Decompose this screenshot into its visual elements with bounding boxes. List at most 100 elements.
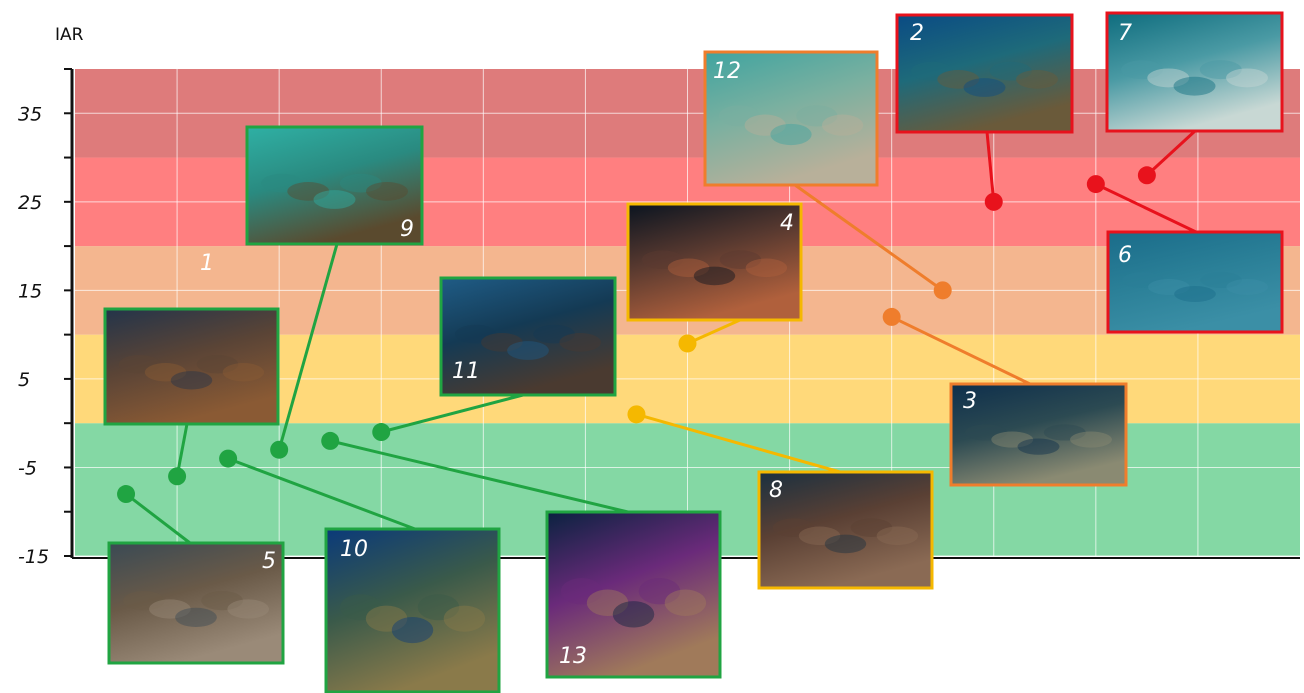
photo-texture [454, 324, 497, 344]
photo-12: 12 [703, 50, 879, 187]
photo-number-6: 6 [1118, 243, 1132, 268]
photo-texture [1226, 279, 1269, 295]
photo-4: 4 [626, 202, 803, 322]
photo-texture [144, 363, 187, 382]
leader-line-4 [686, 318, 741, 345]
photo-texture [1226, 68, 1268, 88]
photo-texture [533, 324, 575, 344]
photo-image-7 [1105, 11, 1284, 133]
photo-number-4: 4 [780, 211, 794, 236]
photo-6: 6 [1106, 230, 1284, 334]
photo-number-5: 5 [262, 549, 276, 574]
photo-number-8: 8 [769, 478, 783, 503]
leader-line-5 [125, 492, 191, 545]
y-tick-label: 15 [18, 280, 42, 302]
photo-texture [559, 332, 602, 352]
photo-texture [1121, 272, 1164, 288]
photo-texture [796, 105, 838, 127]
photo-3: 3 [949, 382, 1128, 487]
photo-image-9 [245, 125, 424, 246]
photo-texture [170, 371, 213, 390]
leader-lines [125, 129, 1197, 545]
photo-texture [201, 591, 243, 611]
photo-texture [798, 526, 841, 546]
point-9 [270, 440, 289, 459]
photo-texture [1070, 431, 1112, 448]
photo-texture [149, 599, 191, 619]
photo-texture [745, 258, 788, 278]
photo-texture [1121, 60, 1163, 80]
photo-image-10 [324, 527, 501, 693]
y-tick-label: 5 [18, 369, 30, 391]
photo-texture [963, 78, 1006, 97]
photo-texture [507, 341, 549, 360]
y-tick-label: -15 [18, 546, 49, 568]
photo-texture [641, 250, 684, 269]
photo-texture [693, 266, 736, 286]
photo-texture [1200, 272, 1242, 288]
photo-image-12 [703, 50, 879, 187]
photo-image-5 [107, 541, 285, 665]
photo-texture [175, 607, 217, 628]
photo-texture [1174, 286, 1216, 302]
photo-number-13: 13 [559, 644, 587, 669]
photo-texture [667, 258, 710, 278]
photo-texture [118, 355, 161, 374]
photo-texture [391, 617, 434, 644]
photo-texture [339, 594, 382, 621]
photo-number-9: 9 [400, 217, 414, 242]
photo-texture [1173, 76, 1216, 96]
photo-11: 11 [439, 276, 617, 397]
photo-texture [481, 332, 523, 352]
photo-texture [313, 190, 356, 209]
photo-texture [965, 424, 1007, 441]
photo-texture [719, 250, 762, 269]
photo-texture [772, 518, 815, 537]
leader-line-7 [1145, 129, 1197, 177]
photo-texture [227, 599, 270, 619]
point-5 [117, 485, 136, 504]
photo-8: 8 [757, 470, 934, 590]
data-points [117, 166, 1156, 504]
photo-texture [560, 578, 603, 605]
photo-texture [718, 105, 761, 127]
photo-9: 9 [245, 125, 424, 246]
photo-10: 10 [324, 527, 501, 693]
photo-texture [586, 589, 629, 616]
leader-line-3 [891, 315, 1031, 386]
photo-2: 2 [895, 13, 1074, 134]
photo-texture [443, 605, 486, 632]
photo-texture [417, 594, 460, 621]
photo-image-1 [103, 307, 280, 426]
photo-texture [122, 591, 165, 611]
photo-texture [1147, 68, 1190, 88]
point-13 [321, 431, 340, 450]
photo-texture [824, 534, 867, 554]
photo-texture [287, 181, 330, 201]
point-10 [219, 449, 238, 468]
photo-texture [1043, 424, 1086, 441]
y-tick-label: -5 [18, 457, 37, 479]
photo-texture [339, 173, 382, 193]
photo-texture [850, 518, 893, 537]
photo-texture [989, 61, 1032, 81]
y-tick-label: 35 [18, 103, 42, 125]
photo-texture [1148, 279, 1190, 295]
photo-texture [612, 601, 655, 628]
photo-1: 1 [103, 251, 280, 426]
point-7 [1137, 166, 1156, 185]
leader-line-13 [329, 439, 629, 514]
point-8 [627, 405, 646, 424]
leader-line-10 [227, 457, 416, 531]
point-11 [372, 423, 391, 442]
photo-number-3: 3 [963, 389, 977, 414]
photo-image-13 [545, 510, 722, 679]
photo-image-11 [439, 276, 617, 397]
photo-texture [911, 61, 953, 81]
point-2 [984, 192, 1003, 211]
photo-texture [638, 578, 681, 605]
photo-texture [196, 355, 239, 374]
point-4 [678, 334, 697, 353]
